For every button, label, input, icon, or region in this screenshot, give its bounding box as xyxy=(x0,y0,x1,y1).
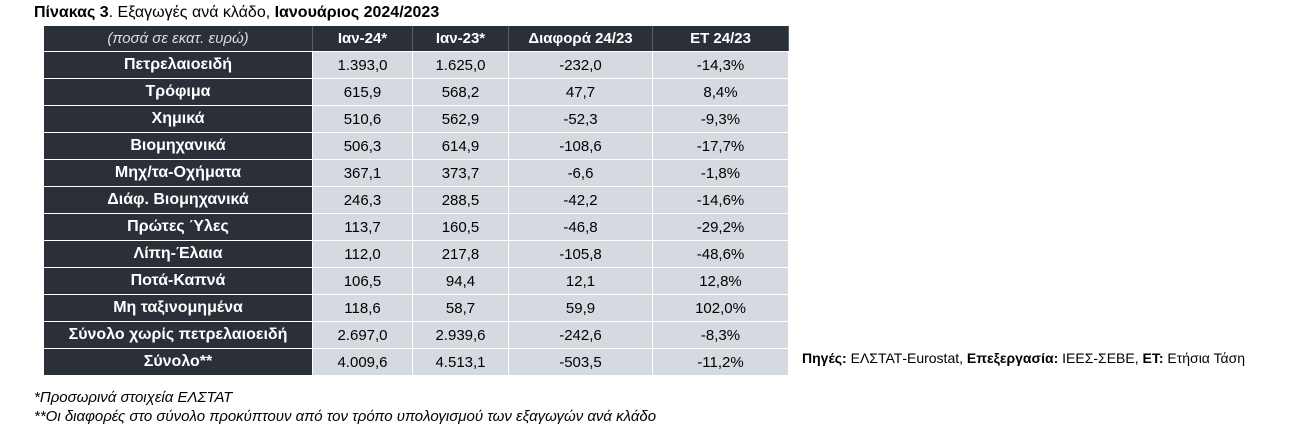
table-row: Χημικά 510,6 562,9 -52,3 -9,3% xyxy=(44,105,789,132)
cell-et: 8,4% xyxy=(653,78,789,105)
source-note: Πηγές: ΕΛΣΤΑΤ-Eurostat, Επεξεργασία: ΙΕΕ… xyxy=(802,349,1286,367)
row-label: Διάφ. Βιομηχανικά xyxy=(44,186,313,213)
row-label: Ποτά-Καπνά xyxy=(44,267,313,294)
processing-label: Επεξεργασία: xyxy=(966,350,1059,366)
table-title: Πίνακας 3. Εξαγωγές ανά κλάδο, Ιανουάριο… xyxy=(34,3,439,23)
row-label: Τρόφιμα xyxy=(44,78,313,105)
table-row: Μηχ/τα-Οχήματα 367,1 373,7 -6,6 -1,8% xyxy=(44,159,789,186)
processing-value: ΙΕΕΣ-ΣΕΒΕ, xyxy=(1058,350,1143,366)
sources-label: Πηγές: xyxy=(802,350,847,366)
table-row: Ποτά-Καπνά 106,5 94,4 12,1 12,8% xyxy=(44,267,789,294)
row-label: Σύνολο** xyxy=(44,348,313,375)
table-row: Τρόφιμα 615,9 568,2 47,7 8,4% xyxy=(44,78,789,105)
sources-value: ΕΛΣΤΑΤ-Eurostat, xyxy=(846,350,967,366)
et-value: Ετήσια Τάση xyxy=(1163,350,1246,366)
cell-diff: -52,3 xyxy=(509,105,653,132)
cell-jan24: 1.393,0 xyxy=(313,51,413,78)
table-row: Βιομηχανικά 506,3 614,9 -108,6 -17,7% xyxy=(44,132,789,159)
cell-jan24: 367,1 xyxy=(313,159,413,186)
cell-diff: -108,6 xyxy=(509,132,653,159)
cell-diff: -42,2 xyxy=(509,186,653,213)
cell-diff: -242,6 xyxy=(509,321,653,348)
cell-jan23: 1.625,0 xyxy=(413,51,509,78)
table-row: Πρώτες Ύλες 113,7 160,5 -46,8 -29,2% xyxy=(44,213,789,240)
table-row: Διάφ. Βιομηχανικά 246,3 288,5 -42,2 -14,6% xyxy=(44,186,789,213)
cell-jan23: 288,5 xyxy=(413,186,509,213)
header-jan24: Ιαν-24* xyxy=(313,26,413,51)
cell-diff: 59,9 xyxy=(509,294,653,321)
cell-jan23: 562,9 xyxy=(413,105,509,132)
cell-et: -48,6% xyxy=(653,240,789,267)
cell-jan23: 94,4 xyxy=(413,267,509,294)
cell-jan24: 118,6 xyxy=(313,294,413,321)
cell-et: 102,0% xyxy=(653,294,789,321)
cell-jan24: 246,3 xyxy=(313,186,413,213)
footnote-provisional: *Προσωρινά στοιχεία ΕΛΣΤΑΤ xyxy=(34,389,233,406)
cell-jan24: 112,0 xyxy=(313,240,413,267)
header-row: (ποσά σε εκατ. ευρώ) Ιαν-24* Ιαν-23* Δια… xyxy=(44,26,789,51)
cell-et: -8,3% xyxy=(653,321,789,348)
row-label: Μηχ/τα-Οχήματα xyxy=(44,159,313,186)
table-body: Πετρελαιοειδή 1.393,0 1.625,0 -232,0 -14,3% Τ… xyxy=(44,51,789,375)
header-unit: (ποσά σε εκατ. ευρώ) xyxy=(44,26,313,51)
cell-et: -9,3% xyxy=(653,105,789,132)
cell-et: -1,8% xyxy=(653,159,789,186)
row-label: Χημικά xyxy=(44,105,313,132)
cell-et: -29,2% xyxy=(653,213,789,240)
row-label: Μη ταξινομημένα xyxy=(44,294,313,321)
row-label: Λίπη-Έλαια xyxy=(44,240,313,267)
table-row: Λίπη-Έλαια 112,0 217,8 -105,8 -48,6% xyxy=(44,240,789,267)
cell-jan24: 113,7 xyxy=(313,213,413,240)
header-jan23: Ιαν-23* xyxy=(413,26,509,51)
header-et: ΕΤ 24/23 xyxy=(653,26,789,51)
title-period: Ιανουάριος 2024/2023 xyxy=(274,4,440,21)
cell-jan24: 4.009,6 xyxy=(313,348,413,375)
cell-jan23: 568,2 xyxy=(413,78,509,105)
cell-et: -14,6% xyxy=(653,186,789,213)
cell-et: -11,2% xyxy=(653,348,789,375)
cell-et: -17,7% xyxy=(653,132,789,159)
cell-et: -14,3% xyxy=(653,51,789,78)
cell-diff: 12,1 xyxy=(509,267,653,294)
cell-jan23: 217,8 xyxy=(413,240,509,267)
cell-jan23: 2.939,6 xyxy=(413,321,509,348)
cell-jan23: 614,9 xyxy=(413,132,509,159)
cell-jan23: 4.513,1 xyxy=(413,348,509,375)
row-label: Βιομηχανικά xyxy=(44,132,313,159)
row-label: Πρώτες Ύλες xyxy=(44,213,313,240)
footnote-differences: **Οι διαφορές στο σύνολο προκύπτουν από … xyxy=(34,408,657,425)
table-row: Μη ταξινομημένα 118,6 58,7 59,9 102,0% xyxy=(44,294,789,321)
table-row: Πετρελαιοειδή 1.393,0 1.625,0 -232,0 -14,3% xyxy=(44,51,789,78)
row-label: Σύνολο χωρίς πετρελαιοειδή xyxy=(44,321,313,348)
title-prefix: Πίνακας 3 xyxy=(34,4,109,21)
cell-jan24: 615,9 xyxy=(313,78,413,105)
cell-diff: -6,6 xyxy=(509,159,653,186)
cell-jan24: 510,6 xyxy=(313,105,413,132)
cell-jan23: 160,5 xyxy=(413,213,509,240)
header-diff: Διαφορά 24/23 xyxy=(509,26,653,51)
cell-jan24: 506,3 xyxy=(313,132,413,159)
cell-diff: -503,5 xyxy=(509,348,653,375)
table-row: Σύνολο** 4.009,6 4.513,1 -503,5 -11,2% xyxy=(44,348,789,375)
cell-diff: -232,0 xyxy=(509,51,653,78)
cell-diff: -105,8 xyxy=(509,240,653,267)
title-middle: . Εξαγωγές ανά κλάδο, xyxy=(108,4,275,21)
cell-diff: -46,8 xyxy=(509,213,653,240)
exports-table: (ποσά σε εκατ. ευρώ) Ιαν-24* Ιαν-23* Δια… xyxy=(44,26,789,375)
cell-jan24: 2.697,0 xyxy=(313,321,413,348)
et-label: ΕΤ: xyxy=(1142,350,1164,366)
row-label: Πετρελαιοειδή xyxy=(44,51,313,78)
cell-jan23: 58,7 xyxy=(413,294,509,321)
cell-diff: 47,7 xyxy=(509,78,653,105)
table-row: Σύνολο χωρίς πετρελαιοειδή 2.697,0 2.939,6… xyxy=(44,321,789,348)
cell-et: 12,8% xyxy=(653,267,789,294)
cell-jan23: 373,7 xyxy=(413,159,509,186)
cell-jan24: 106,5 xyxy=(313,267,413,294)
